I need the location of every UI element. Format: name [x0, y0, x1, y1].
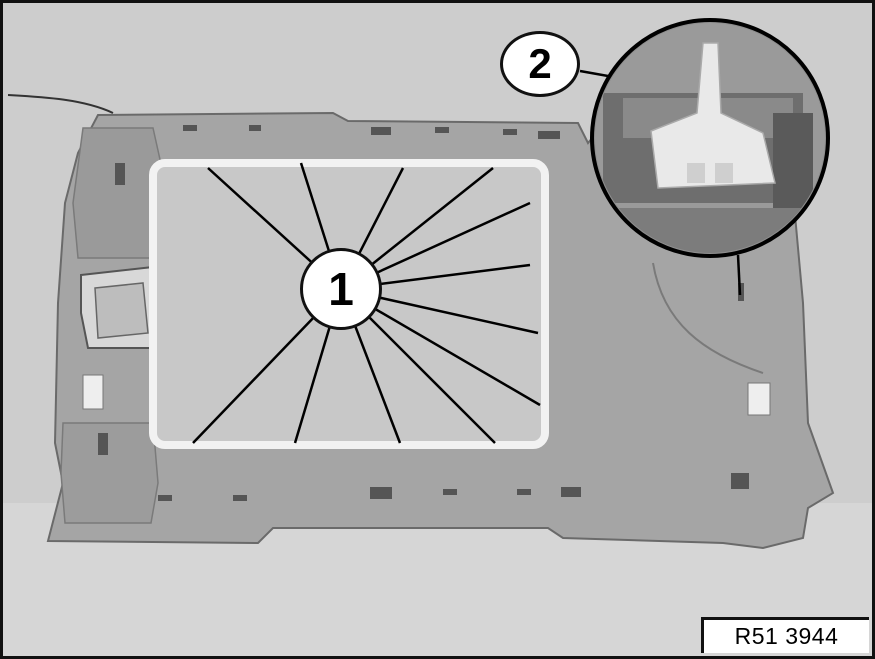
edge-clips-top [183, 125, 560, 139]
label-right [747, 382, 771, 416]
cable [7, 94, 114, 114]
label-left [82, 374, 104, 410]
callout-part-2: 2 [500, 31, 580, 97]
callout-part-1: 1 [300, 248, 382, 330]
detail-magnifier [590, 18, 830, 258]
left-rear-panel [60, 422, 159, 524]
magnifier-pointer [736, 254, 742, 296]
headliner-drawing [3, 3, 872, 656]
mounting-clip [650, 42, 776, 189]
reference-code-label: R51 3944 [701, 617, 869, 653]
